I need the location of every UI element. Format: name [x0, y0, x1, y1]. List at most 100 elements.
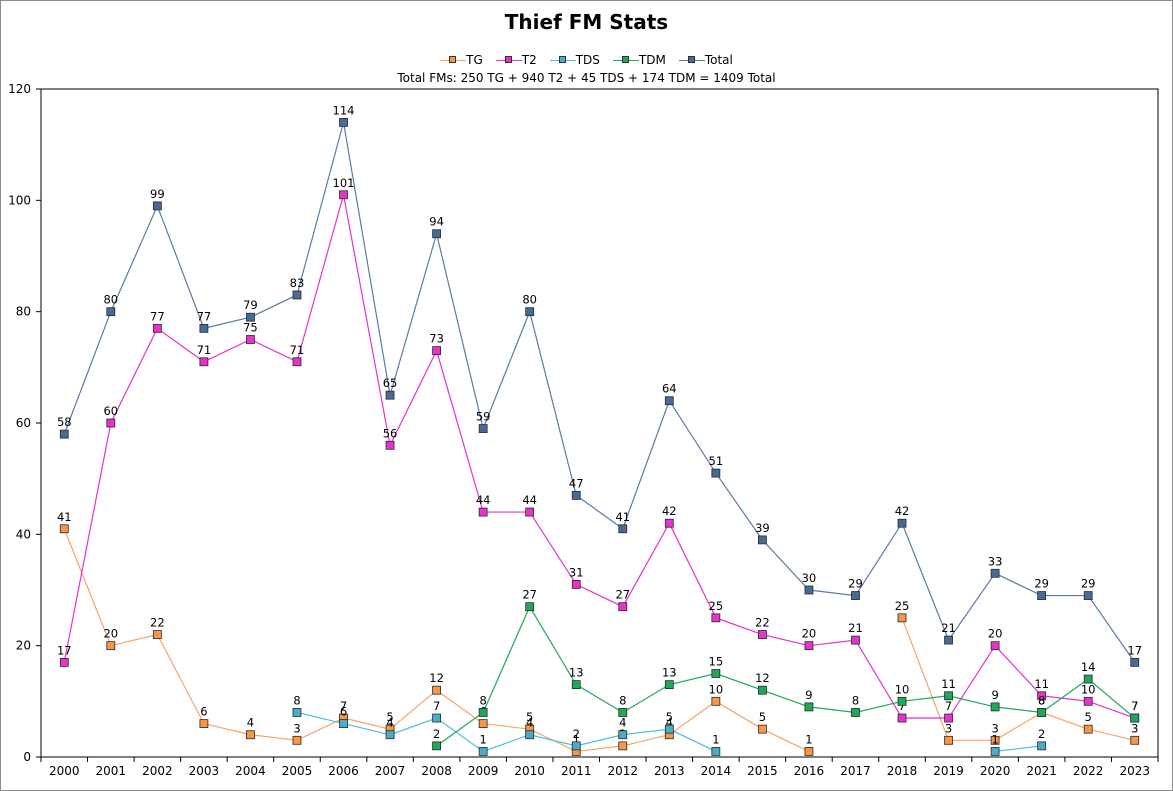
data-point-tg [478, 719, 488, 728]
series-line-t2 [63, 194, 1135, 719]
data-point-tds [990, 747, 1000, 756]
y-tick-label: 0 [23, 750, 31, 764]
data-label-tg: 7 [340, 699, 347, 713]
data-label-t2: 21 [848, 621, 863, 635]
series-line-tds [296, 711, 717, 753]
x-tick-label: 2001 [96, 764, 127, 778]
x-tick-label: 2008 [421, 764, 452, 778]
data-point-tdm [757, 685, 767, 695]
data-point-total [106, 307, 116, 317]
data-point-tg [432, 685, 442, 695]
data-point-total [851, 591, 860, 600]
data-label-total: 39 [755, 521, 770, 535]
data-point-t2 [711, 613, 721, 623]
data-label-tds: 4 [386, 716, 393, 730]
data-point-t2 [1037, 691, 1047, 701]
x-tick-label: 2011 [561, 764, 592, 778]
legend-swatch-tdm [612, 54, 639, 66]
data-label-tds: 6 [340, 705, 347, 719]
data-point-tdm [571, 680, 581, 690]
series-line-tg [901, 617, 1135, 741]
data-point-tdm [432, 741, 442, 751]
data-label-total: 80 [103, 293, 118, 307]
data-point-t2 [618, 602, 628, 612]
data-label-t2: 20 [802, 627, 817, 641]
legend-label-t2: T2 [521, 53, 537, 67]
data-label-t2: 10 [1081, 682, 1096, 696]
data-label-t2: 31 [569, 565, 584, 579]
data-label-tg: 5 [1085, 710, 1092, 724]
x-tick-label: 2012 [607, 764, 638, 778]
legend-swatch-tds [549, 54, 576, 66]
data-point-t2 [339, 190, 348, 200]
data-label-total: 29 [1034, 577, 1049, 591]
data-label-tg: 3 [945, 721, 952, 735]
data-label-tg: 1 [805, 732, 812, 746]
data-point-tg [944, 735, 953, 745]
data-label-tdm: 8 [1038, 693, 1045, 707]
data-label-total: 47 [569, 476, 584, 490]
data-label-t2: 56 [383, 426, 398, 440]
data-point-t2 [851, 635, 860, 645]
x-tick-label: 2007 [375, 764, 406, 778]
x-tick-label: 2013 [654, 764, 685, 778]
data-label-total: 79 [243, 298, 258, 312]
data-label-tds: 8 [293, 693, 300, 707]
data-label-t2: 44 [522, 493, 537, 507]
data-point-total [1130, 657, 1140, 667]
data-label-total: 65 [383, 376, 398, 390]
data-point-t2 [804, 641, 814, 651]
data-label-tdm: 27 [522, 588, 537, 602]
data-point-total [711, 468, 721, 478]
legend-swatch-t2 [495, 54, 522, 66]
x-tick-label: 2010 [514, 764, 545, 778]
data-point-tdm [525, 602, 535, 612]
legend: TG T2 TDS TDM Total [0, 53, 1173, 67]
data-label-total: 99 [150, 187, 165, 201]
data-point-t2 [478, 507, 488, 517]
data-point-tg [804, 747, 814, 756]
data-label-total: 42 [895, 504, 910, 518]
data-label-t2: 7 [1131, 699, 1138, 713]
data-label-tdm: 2 [433, 727, 440, 741]
data-label-tg: 5 [526, 710, 533, 724]
data-point-tdm [478, 708, 488, 717]
data-point-tdm [711, 669, 721, 678]
data-label-tg: 5 [759, 710, 766, 724]
data-label-tds: 1 [712, 732, 719, 746]
data-label-tg: 6 [200, 705, 207, 719]
data-label-total: 30 [802, 571, 817, 585]
data-label-total: 29 [848, 577, 863, 591]
x-tick-label: 2015 [747, 764, 778, 778]
x-tick-label: 2021 [1026, 764, 1057, 778]
data-point-tdm [1083, 674, 1093, 684]
x-tick-label: 2023 [1119, 764, 1150, 778]
x-tick-label: 2009 [468, 764, 499, 778]
data-point-total [339, 118, 348, 127]
data-point-tdm [618, 708, 628, 717]
data-point-tds [664, 724, 674, 734]
data-point-tg [990, 735, 1000, 745]
data-point-tdm [664, 680, 674, 690]
x-tick-label: 2019 [933, 764, 964, 778]
data-label-tg: 22 [150, 616, 165, 630]
data-label-t2: 71 [197, 343, 212, 357]
x-tick-label: 2004 [235, 764, 266, 778]
data-label-total: 41 [615, 510, 630, 524]
data-label-total: 33 [988, 554, 1003, 568]
data-point-total [804, 585, 814, 595]
data-point-total [152, 201, 162, 211]
series-line-tds [995, 745, 1042, 753]
data-label-tg: 25 [895, 599, 910, 613]
data-label-tdm: 7 [1131, 699, 1138, 713]
data-point-t2 [1083, 696, 1093, 706]
data-label-t2: 73 [429, 332, 444, 346]
data-label-t2: 71 [290, 343, 305, 357]
data-point-tg [152, 630, 162, 639]
data-point-t2 [944, 713, 953, 723]
data-point-total [897, 518, 907, 528]
data-label-tg: 3 [293, 721, 300, 735]
legend-item-tdm: TDM [612, 53, 666, 67]
data-label-t2: 22 [755, 616, 770, 630]
data-point-tds [292, 708, 302, 717]
